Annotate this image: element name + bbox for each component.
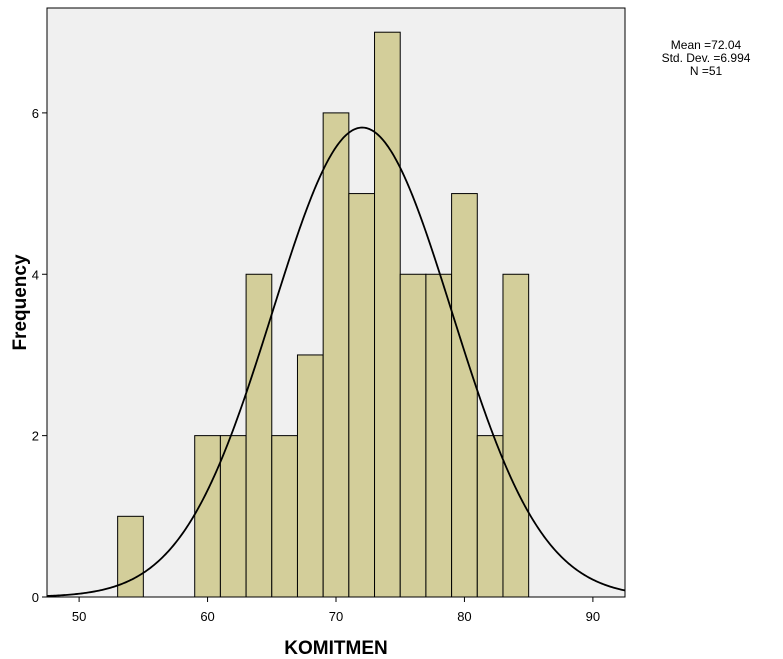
histogram-bar-6: [296, 354, 324, 598]
x-axis-title: KOMITMEN: [284, 638, 387, 659]
x-axis: 50 60 70 80 90: [72, 597, 600, 624]
normal-curve: [46, 126, 626, 597]
y-tick-label-4: 4: [32, 267, 39, 282]
y-tick-label-6: 6: [32, 106, 39, 121]
bars-group: [117, 31, 530, 598]
y-tick-label-0: 0: [32, 590, 39, 605]
histogram-bar-3: [219, 435, 247, 598]
histogram-bar-12: [451, 193, 478, 598]
x-tick-label-60: 60: [200, 609, 214, 624]
histogram-bar-9: [374, 31, 401, 598]
histogram-bar-7: [322, 112, 350, 598]
histogram-bar-14: [502, 273, 530, 598]
y-axis-title: Frequency: [10, 254, 31, 351]
y-tick-label-2: 2: [32, 429, 39, 444]
histogram-bar-5: [271, 435, 298, 598]
x-tick-label-90: 90: [586, 609, 600, 624]
histogram-bar-13: [476, 435, 504, 598]
histogram-bar-11: [425, 273, 453, 598]
y-axis: 0 2 4 6: [32, 106, 47, 605]
histogram-bar-2: [194, 435, 221, 598]
statistics-box: Mean =72.04 Std. Dev. =6.994 N =51: [640, 39, 772, 78]
histogram-bar-10: [399, 273, 427, 598]
x-tick-label-70: 70: [329, 609, 343, 624]
std-dev-text: Std. Dev. =6.994: [661, 51, 751, 65]
x-tick-label-80: 80: [457, 609, 471, 624]
x-tick-label-50: 50: [72, 609, 86, 624]
histogram-bar-8: [348, 193, 376, 598]
mean-text: Mean =72.04: [670, 38, 742, 52]
n-text: N =51: [689, 64, 723, 78]
histogram-bar-4: [245, 273, 273, 598]
